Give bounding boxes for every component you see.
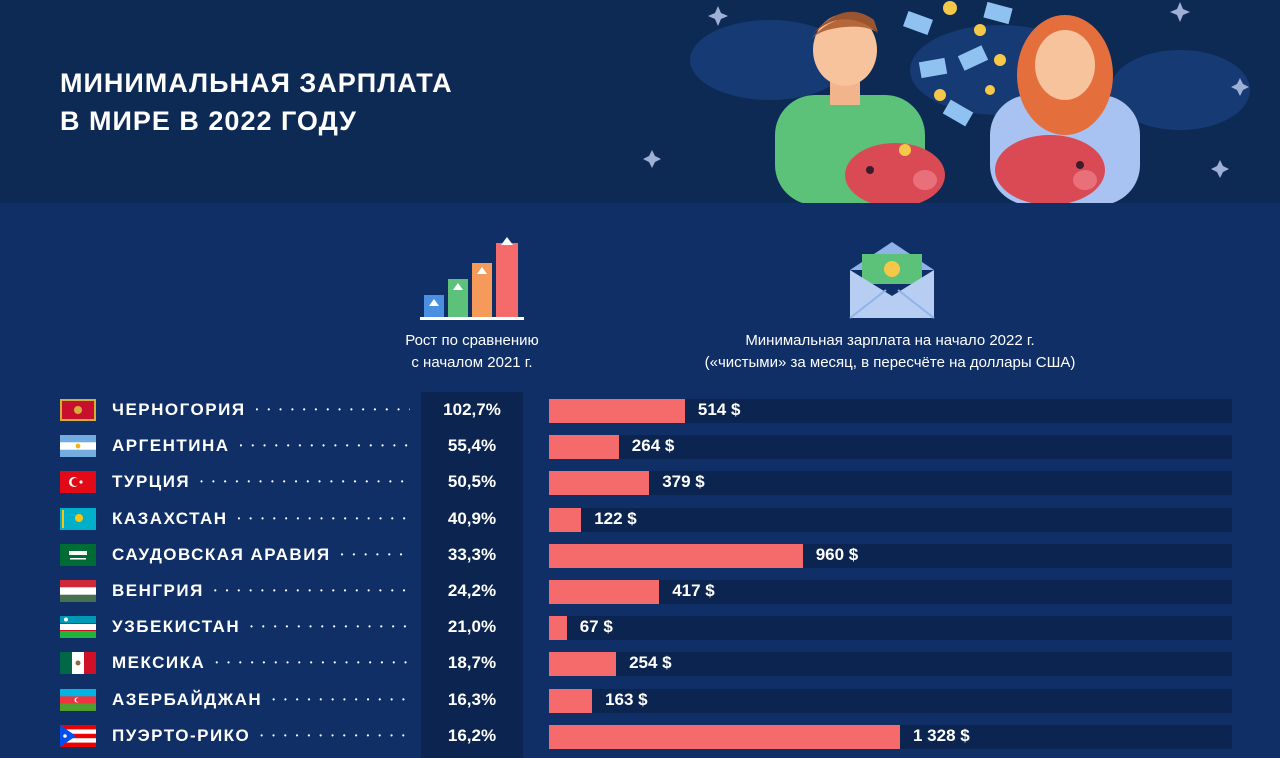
bar bbox=[549, 507, 582, 532]
bar-track bbox=[549, 507, 1232, 532]
uzbekistan-flag-icon bbox=[60, 616, 96, 639]
hungary-flag-icon bbox=[60, 580, 96, 602]
bar-track bbox=[549, 652, 1232, 677]
category-label: ЧЕРНОГОРИЯ bbox=[112, 400, 246, 419]
growth-column-header: Рост по сравнению с началом 2021 г. bbox=[372, 330, 572, 374]
bar bbox=[549, 688, 593, 713]
bar-chart-growth-icon bbox=[420, 237, 524, 320]
montenegro-flag-icon bbox=[60, 399, 96, 421]
growth-label: 40,9% bbox=[447, 508, 497, 528]
header: МИНИМАЛЬНАЯ ЗАРПЛАТА В МИРЕ В 2022 ГОДУ bbox=[0, 0, 1280, 203]
value-label: 514 $ bbox=[697, 400, 741, 419]
growth-header-line-2: с началом 2021 г. bbox=[411, 354, 533, 371]
turkey-flag-icon bbox=[60, 471, 96, 494]
value-label: 417 $ bbox=[672, 581, 715, 600]
category-label: АЗЕРБАЙДЖАН bbox=[112, 689, 263, 709]
wage-header-line-2: («чистыми» за месяц, в пересчёте на долл… bbox=[704, 354, 1076, 371]
table-row: САУДОВСКАЯ АРАВИЯ 33,3% 960 $ •••••••••••••… bbox=[0, 541, 1280, 569]
growth-label: 21,0% bbox=[447, 617, 497, 637]
dotted-leader: •••••••••••••••••••••••••••••••••••••••• bbox=[250, 622, 410, 632]
dotted-leader: •••••••••••••••••••••••••••••••••••••••• bbox=[200, 477, 410, 487]
table-row: ВЕНГРИЯ 24,2% 417 $ •••••••••••••••••••••••… bbox=[0, 577, 1280, 605]
value-label: 163 $ bbox=[605, 689, 648, 709]
growth-label: 50,5% bbox=[447, 472, 497, 492]
title-line-2: В МИРЕ В 2022 ГОДУ bbox=[60, 106, 357, 136]
bar-track bbox=[549, 435, 1232, 460]
growth-label: 33,3% bbox=[447, 544, 497, 564]
envelope-money-icon bbox=[849, 242, 935, 319]
dotted-leader: •••••••••••••••••••••••••••••••••••••••• bbox=[255, 405, 410, 414]
category-label: КАЗАХСТАН bbox=[112, 508, 228, 528]
title-line-1: МИНИМАЛЬНАЯ ЗАРПЛАТА bbox=[60, 68, 453, 98]
growth-label: 102,7% bbox=[443, 400, 501, 419]
dotted-leader: •••••••••••••••••••••••••••••••••••••••• bbox=[237, 513, 411, 523]
wage-header-line-1: Минимальная зарплата на начало 2022 г. bbox=[745, 332, 1035, 349]
people-piggy-bank-illustration bbox=[643, 1, 1250, 203]
table-row: КАЗАХСТАН 40,9% 122 $ •••••••••••••••••••••… bbox=[0, 505, 1280, 533]
bar bbox=[549, 471, 650, 496]
bar-track bbox=[549, 471, 1232, 496]
dotted-leader: •••••••••••••••••••••••••••••••••••••••• bbox=[260, 730, 410, 740]
category-label: МЕКСИКА bbox=[112, 653, 206, 673]
category-label: ПУЭРТО-РИКО bbox=[112, 725, 251, 745]
table-row: АРГЕНТИНА 55,4% 264 $ •••••••••••••••••••••… bbox=[0, 432, 1280, 460]
saudi-arabia-flag-icon bbox=[60, 543, 96, 566]
azerbaijan-flag-icon bbox=[60, 688, 96, 711]
value-label: 264 $ bbox=[631, 436, 675, 456]
bar bbox=[549, 435, 619, 460]
value-label: 67 $ bbox=[579, 617, 613, 637]
category-label: ТУРЦИЯ bbox=[112, 472, 191, 492]
value-label: 122 $ bbox=[594, 508, 637, 528]
bar bbox=[549, 616, 567, 641]
dotted-leader: •••••••••••••••••••••••••••••••••••••••• bbox=[272, 694, 410, 704]
table-row: АЗЕРБАЙДЖАН 16,3% 163 $ •••••••••••••••••••… bbox=[0, 686, 1280, 714]
value-label: 1 328 $ bbox=[913, 725, 970, 745]
dotted-leader: •••••••••••••••••••••••••••••••••••••••• bbox=[215, 658, 410, 668]
table-row: ПУЭРТО-РИКО 16,2% 1 328 $ •••••••••••••••••… bbox=[0, 722, 1280, 750]
puerto-rico-flag-icon bbox=[60, 724, 96, 747]
growth-label: 18,7% bbox=[447, 653, 497, 673]
value-label: 960 $ bbox=[815, 544, 859, 564]
category-label: САУДОВСКАЯ АРАВИЯ bbox=[112, 544, 331, 564]
value-label: 379 $ bbox=[662, 472, 705, 492]
bar-track bbox=[549, 688, 1232, 713]
growth-label: 16,3% bbox=[447, 689, 497, 709]
bar bbox=[549, 543, 803, 568]
category-label: ВЕНГРИЯ bbox=[112, 581, 204, 600]
wage-column-header: Минимальная зарплата на начало 2022 г. (… bbox=[640, 330, 1140, 374]
category-label: УЗБЕКИСТАН bbox=[112, 617, 241, 637]
category-label: АРГЕНТИНА bbox=[112, 436, 230, 456]
table-row: ТУРЦИЯ 50,5% 379 $ ••••••••••••••••••••••••… bbox=[0, 468, 1280, 496]
bar bbox=[549, 399, 685, 423]
dotted-leader: •••••••••••••••••••••••••••••••••••••••• bbox=[213, 586, 410, 595]
table-row: ЧЕРНОГОРИЯ 102,7% 514 $ •••••••••••••••••••… bbox=[0, 396, 1280, 424]
bar bbox=[549, 724, 900, 749]
growth-column-background bbox=[421, 392, 523, 758]
page-title: МИНИМАЛЬНАЯ ЗАРПЛАТА В МИРЕ В 2022 ГОДУ bbox=[60, 64, 453, 140]
table-row: УЗБЕКИСТАН 21,0% 67 $ •••••••••••••••••••••… bbox=[0, 613, 1280, 641]
bar-track bbox=[549, 616, 1232, 641]
growth-label: 55,4% bbox=[447, 436, 497, 456]
dotted-leader: •••••••••••••••••••••••••••••••••••••••• bbox=[239, 441, 410, 451]
mexico-flag-icon bbox=[60, 652, 96, 675]
value-label: 254 $ bbox=[629, 653, 672, 673]
dotted-leader: •••••••••••••••••••••••••••••••••••••••• bbox=[340, 549, 410, 559]
argentina-flag-icon bbox=[60, 435, 96, 458]
bar-track bbox=[549, 580, 1232, 604]
bar bbox=[549, 652, 617, 677]
kazakhstan-flag-icon bbox=[60, 507, 96, 530]
bar bbox=[549, 580, 660, 604]
growth-header-line-1: Рост по сравнению bbox=[405, 332, 539, 349]
table-row: МЕКСИКА 18,7% 254 $ •••••••••••••••••••••••… bbox=[0, 649, 1280, 677]
growth-label: 24,2% bbox=[447, 581, 497, 600]
growth-label: 16,2% bbox=[447, 725, 497, 745]
